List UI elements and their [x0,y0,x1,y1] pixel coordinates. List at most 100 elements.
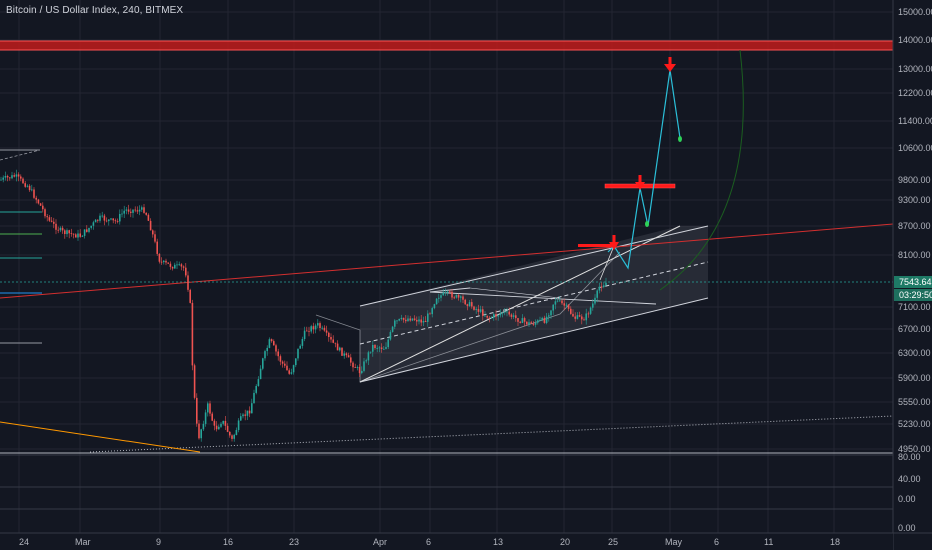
candle-body [477,308,480,312]
time-axis[interactable]: 24 Mar 9 16 23 Apr 6 13 20 25 May 6 11 1… [0,532,932,550]
candle-body [365,360,367,362]
candle-body [376,348,378,349]
candle-body [6,176,9,178]
candle-body [33,189,35,198]
candle-body [147,214,150,221]
candle-body [572,313,574,317]
price-label: 4950.00 [898,444,931,454]
candle-body [409,318,411,321]
candle-body [350,357,352,363]
candle-body [394,320,396,327]
candle-body [328,332,330,337]
resistance-zone [0,40,893,51]
chart-title: Bitcoin / US Dollar Index, 240, BITMEX [6,5,184,16]
candle-body [46,216,48,218]
candle-body [400,317,403,319]
projection-tail [599,245,615,281]
candle-body [594,297,596,304]
candle-body [510,314,513,317]
price-label: 15000.00 [898,7,932,17]
candle-body [182,266,185,268]
candle-body [515,315,517,319]
candle-body [321,327,323,329]
candle-body [418,319,420,322]
candle-body [363,361,365,371]
price-label: 12200.00 [898,88,932,98]
current-price-value: 7543.64 [899,277,932,287]
candle-body [154,234,156,242]
candle-body [209,403,211,414]
time-label: 16 [223,537,233,547]
candle-body [101,215,103,217]
price-label: 8100.00 [898,250,931,260]
candle-body [279,356,282,362]
candle-body [75,234,77,238]
candle-body [191,302,194,366]
candle-body [26,185,29,187]
price-axis[interactable]: 15000.00 14000.00 13000.00 12200.00 1140… [892,0,932,550]
candle-body [325,330,328,333]
candle-body [466,304,469,307]
candle-body [255,386,257,393]
candle-body [248,410,251,414]
candle-body [495,314,497,317]
candle-body [119,214,121,222]
price-label: 7100.00 [898,302,931,312]
candle-body [169,263,172,267]
candle-body [226,425,229,432]
candle-body [405,319,407,322]
candle-body [387,339,389,348]
indicator-label: 0.00 [898,494,916,504]
candle-body [266,347,268,352]
candle-body [314,325,317,330]
candle-body [246,410,249,416]
candle-body [512,315,515,317]
candle-body [548,315,550,317]
candle-body [277,351,279,357]
candle-body [178,264,180,266]
candle-body [55,223,57,230]
price-label: 8700.00 [898,221,931,231]
candle-body [521,318,524,323]
candle-body [77,233,79,238]
candle-body [17,174,20,177]
candle-body [530,322,532,324]
candle-body [301,339,304,346]
candle-body [411,318,414,321]
candle-body [132,209,134,213]
time-label: 13 [493,537,503,547]
candle-body [433,304,436,309]
candle-body [235,430,238,435]
candle-body [361,370,363,374]
candle-body [332,339,334,343]
candle-body [347,355,350,358]
candle-body [424,321,427,322]
candle-body [484,315,486,317]
candle-body [354,367,356,368]
candle-body [218,426,220,430]
candle-body [471,302,473,307]
time-label: Apr [373,537,387,547]
candle-body [468,302,471,307]
candle-body [402,317,405,320]
candle-body [440,295,442,298]
candle-body [563,303,565,306]
candle-body [145,212,147,215]
candle-body [237,420,240,430]
candle-body [565,304,568,306]
price-label: 9800.00 [898,175,931,185]
candle-body [534,322,537,325]
candle-body [431,308,433,315]
candle-body [292,365,295,373]
candle-body [462,296,464,300]
candle-body [39,203,42,206]
candle-body [240,416,242,421]
cycle-arc [659,49,744,291]
candle-body [578,315,581,317]
indicator-label: 80.00 [898,452,921,462]
candle-body [345,353,348,356]
candle-body [273,341,275,346]
candle-body [141,207,143,210]
